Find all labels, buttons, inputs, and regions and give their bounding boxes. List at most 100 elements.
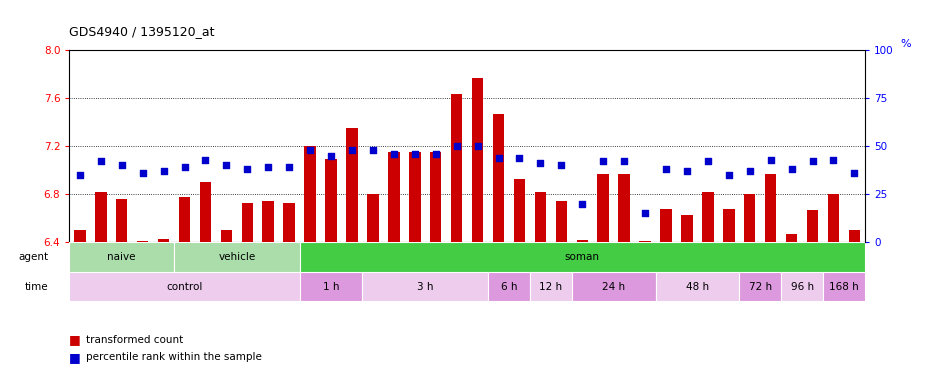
Point [177,164,191,170]
Text: 72 h: 72 h [748,281,771,291]
Point [470,143,485,149]
Bar [116,199,128,242]
Bar [283,203,295,242]
Bar [828,194,839,242]
Point [533,161,548,167]
Point [219,162,234,169]
Text: time: time [25,281,48,291]
Point [512,154,527,161]
Point [805,159,820,165]
Point [450,143,464,149]
Point [763,157,778,163]
Text: 24 h: 24 h [602,281,625,291]
Text: 6 h: 6 h [500,281,517,291]
Point [407,151,422,157]
Text: 48 h: 48 h [685,281,709,291]
Bar [300,242,865,272]
Point [428,151,443,157]
Bar [488,272,530,301]
Bar [807,210,819,242]
Point [847,170,862,176]
Point [722,172,736,178]
Bar [765,174,776,242]
Point [198,157,213,163]
Bar [430,152,441,242]
Bar [69,272,300,301]
Bar [95,192,106,242]
Point [659,166,673,172]
Text: 96 h: 96 h [791,281,814,291]
Bar [158,238,169,242]
Text: 12 h: 12 h [539,281,562,291]
Point [302,147,317,153]
Bar [530,272,572,301]
Point [826,157,841,163]
Bar [409,152,421,242]
Bar [69,242,174,272]
Bar [848,230,860,242]
Text: agent: agent [18,252,48,262]
Text: 1 h: 1 h [323,281,339,291]
Text: 3 h: 3 h [417,281,434,291]
Text: ■: ■ [69,333,81,346]
Text: ■: ■ [69,351,81,364]
Bar [450,94,462,242]
Point [743,168,758,174]
Point [387,151,401,157]
Point [324,152,339,159]
Point [554,162,569,169]
Text: transformed count: transformed count [86,335,183,345]
Bar [598,174,609,242]
Point [135,170,150,176]
Bar [300,272,363,301]
Point [345,147,360,153]
Bar [326,159,337,242]
Bar [367,194,378,242]
Point [156,168,171,174]
Point [680,168,695,174]
Bar [786,234,797,242]
Bar [388,152,400,242]
Point [700,159,715,165]
Text: soman: soman [565,252,599,262]
Point [637,210,652,217]
Bar [576,240,588,242]
Bar [263,201,274,242]
Text: GDS4940 / 1395120_at: GDS4940 / 1395120_at [69,25,215,38]
Point [596,159,611,165]
Text: control: control [166,281,203,291]
Bar [472,78,484,242]
Bar [174,242,300,272]
Bar [535,192,546,242]
Bar [739,272,781,301]
Text: 168 h: 168 h [829,281,858,291]
Bar [744,194,756,242]
Bar [619,174,630,242]
Bar [179,197,191,242]
Point [93,159,108,165]
Text: naive: naive [107,252,136,262]
Bar [221,230,232,242]
Point [115,162,130,169]
Point [491,154,506,161]
Bar [304,146,315,242]
Bar [681,215,693,242]
Point [261,164,276,170]
Bar [241,203,253,242]
Point [784,166,799,172]
Text: percentile rank within the sample: percentile rank within the sample [86,352,262,362]
Bar [513,179,525,242]
Bar [200,182,211,242]
Bar [572,272,656,301]
Point [282,164,297,170]
Bar [660,209,672,242]
Text: vehicle: vehicle [218,252,255,262]
Bar [363,272,488,301]
Point [574,201,589,207]
Bar [723,209,734,242]
Bar [656,272,739,301]
Bar [781,272,823,301]
Bar [639,241,651,242]
Text: %: % [901,39,911,49]
Point [617,159,632,165]
